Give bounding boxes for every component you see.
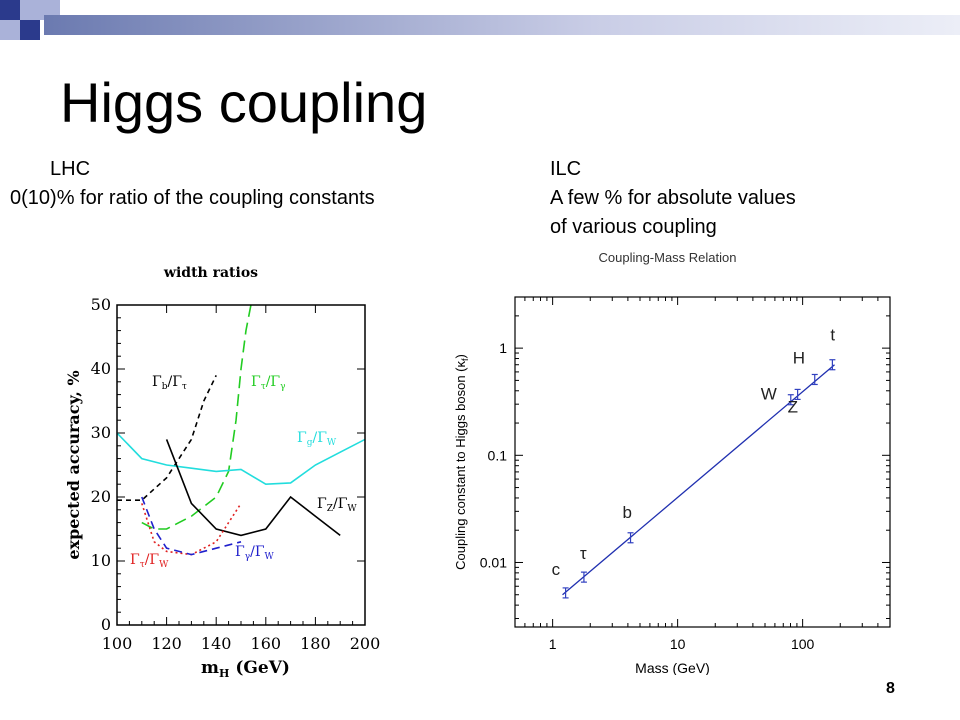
x-axis-label: Mass (GeV) — [635, 660, 710, 675]
plot-frame — [514, 296, 891, 628]
ilc-text-1: A few % for absolute values — [550, 187, 796, 209]
series-line-2 — [117, 432, 365, 486]
x-tick-label: 10 — [670, 636, 686, 652]
y-tick-label: 40 — [91, 359, 111, 378]
series-label-0: Γb/Γτ — [152, 374, 187, 392]
series-label-5: Γγ/ΓW — [235, 544, 275, 562]
deco-square-2 — [20, 0, 40, 20]
y-tick-label: 0.1 — [488, 447, 508, 463]
point-label: W — [761, 385, 777, 404]
page-number: 8 — [886, 680, 895, 697]
series-line-4 — [141, 502, 242, 556]
width-ratios-chart: width ratios 100 120 140 160 180 200 0 10 20 30 40 5… — [64, 265, 381, 680]
coupling-mass-chart: Coupling-Mass Relation 1 10 100 0.01 0.1 1 Mass… — [453, 250, 891, 675]
deco-square-3 — [0, 20, 20, 40]
point-label: c — [552, 560, 561, 579]
point-label: τ — [580, 544, 587, 563]
fit-line — [562, 364, 835, 596]
x-tick-label: 1 — [549, 636, 557, 652]
series-line-0 — [117, 375, 217, 501]
series-label-2: Γg/ΓW — [297, 430, 337, 448]
ilc-heading: ILC — [550, 158, 582, 180]
x-tick-label: 100 — [791, 636, 815, 652]
y-axis-label: Coupling constant to Higgs boson (κf) — [453, 354, 470, 570]
deco-square-1 — [0, 0, 20, 20]
chart-title: width ratios — [163, 265, 258, 281]
point-label: H — [793, 348, 805, 367]
x-tick-label: 100 — [102, 634, 133, 653]
lhc-heading: LHC — [50, 158, 91, 180]
x-axis-label: mH (GeV) — [201, 658, 290, 680]
lhc-text: 0(10)% for ratio of the coupling constan… — [10, 187, 375, 209]
y-tick-label: 20 — [91, 487, 111, 506]
point-label: t — [830, 326, 835, 345]
x-tick-label: 200 — [350, 634, 381, 653]
series-label-4: Γτ/ΓW — [130, 552, 169, 570]
y-tick-label: 30 — [91, 423, 111, 442]
point-label: Z — [788, 397, 798, 416]
series-line-3 — [165, 439, 341, 537]
deco-square-4 — [20, 20, 40, 40]
title-bar — [44, 15, 960, 35]
y-tick-label: 10 — [91, 551, 111, 570]
y-tick-label: 1 — [499, 340, 507, 356]
chart-title: Coupling-Mass Relation — [598, 250, 736, 265]
ilc-text-2: of various coupling — [550, 216, 717, 238]
series-label-1: Γτ/Γγ — [251, 374, 286, 392]
series-label-3: ΓZ/ΓW — [317, 496, 357, 514]
x-tick-label: 120 — [151, 634, 182, 653]
slide-title: Higgs coupling — [60, 71, 428, 134]
point-label: b — [623, 503, 632, 522]
x-tick-label: 160 — [251, 634, 282, 653]
y-axis-label: expected accuracy, % — [64, 370, 83, 559]
y-tick-label: 50 — [91, 295, 111, 314]
x-tick-label: 180 — [300, 634, 331, 653]
y-tick-label: 0.01 — [480, 554, 507, 570]
series-line-1 — [141, 305, 252, 530]
x-tick-label: 140 — [201, 634, 232, 653]
series-line-5 — [141, 496, 242, 556]
y-tick-label: 0 — [101, 615, 111, 634]
plot-frame — [116, 304, 366, 626]
